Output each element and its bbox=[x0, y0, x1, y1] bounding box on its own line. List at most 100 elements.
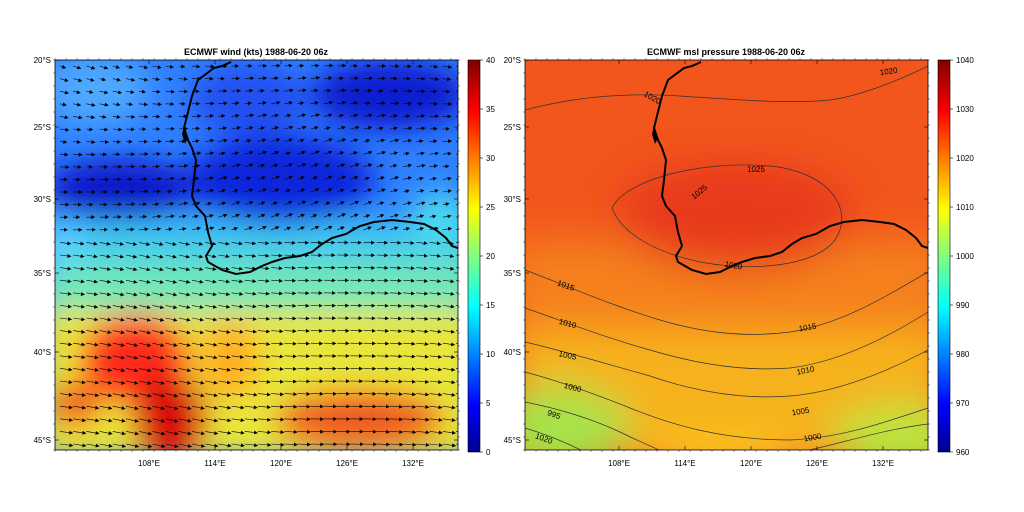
wind-arrow bbox=[416, 64, 424, 69]
wind-arrow bbox=[323, 138, 333, 142]
wind-arrow bbox=[429, 126, 438, 131]
wind-arrow bbox=[218, 151, 226, 156]
wind-arrow bbox=[178, 393, 192, 398]
wind-arrow bbox=[376, 404, 390, 409]
wind-arrow bbox=[152, 267, 164, 272]
wind-arrow bbox=[376, 176, 385, 181]
wind-arrow bbox=[376, 126, 384, 131]
wind-arrow bbox=[152, 418, 166, 423]
wind-arrow bbox=[442, 380, 456, 385]
wind-arrow bbox=[99, 65, 109, 70]
wind-arrow bbox=[363, 200, 373, 205]
wind-arrow bbox=[73, 317, 86, 322]
wind-arrow bbox=[271, 291, 284, 296]
wind-arrow bbox=[59, 417, 74, 422]
wind-arrow bbox=[165, 342, 178, 347]
wind-arrow bbox=[59, 317, 73, 322]
wind-arrow bbox=[99, 267, 112, 271]
wind-arrow bbox=[284, 125, 294, 130]
wind-arrow bbox=[205, 176, 214, 181]
wind-arrow bbox=[284, 341, 297, 346]
wind-arrow bbox=[231, 189, 239, 193]
wind-arrow bbox=[165, 151, 173, 156]
wind-arrow bbox=[139, 405, 152, 411]
wind-arrow bbox=[350, 151, 358, 156]
wind-arrow bbox=[165, 330, 178, 335]
wind-arrow bbox=[165, 227, 173, 232]
wind-arrow bbox=[59, 354, 73, 359]
wind-arrow bbox=[284, 366, 298, 371]
wind-arrow bbox=[403, 240, 415, 245]
wind-arrow bbox=[165, 418, 179, 423]
wind-arrow bbox=[297, 163, 307, 168]
lon-tick-label: 120°E bbox=[270, 459, 292, 468]
wind-arrow bbox=[165, 305, 178, 310]
wind-arrow bbox=[323, 100, 334, 105]
wind-arrow bbox=[73, 241, 85, 246]
wind-arrow bbox=[455, 178, 458, 180]
wind-arrow bbox=[416, 176, 424, 181]
wind-arrow bbox=[112, 443, 126, 448]
wind-arrow bbox=[363, 163, 373, 168]
wind-arrow bbox=[86, 241, 98, 246]
wind-arrow bbox=[218, 317, 231, 322]
isobar-label: 1000 bbox=[803, 431, 823, 443]
wind-arrow bbox=[337, 188, 345, 193]
wind-arrow bbox=[310, 113, 321, 118]
wind-arrow bbox=[73, 102, 82, 107]
wind-arrow bbox=[178, 254, 191, 259]
wind-arrow bbox=[350, 163, 360, 168]
wind-arrow bbox=[178, 317, 191, 322]
wind-arrow bbox=[191, 114, 202, 119]
wind-arrow bbox=[139, 65, 149, 70]
wind-arrow bbox=[350, 125, 360, 130]
wind-arrow bbox=[429, 189, 439, 193]
wind-arrow bbox=[271, 188, 280, 193]
wind-arrow bbox=[99, 77, 107, 82]
wind-arrow bbox=[73, 152, 83, 157]
wind-arrow bbox=[231, 241, 243, 246]
wind-arrow bbox=[284, 429, 298, 434]
wind-arrow bbox=[310, 200, 319, 205]
wind-arrow bbox=[152, 305, 165, 310]
wind-arrow bbox=[416, 379, 430, 384]
wind-arrow bbox=[389, 138, 400, 143]
wind-arrow bbox=[99, 368, 113, 372]
wind-arrow bbox=[231, 329, 244, 334]
pressure-colorbar-ticks: 960 970 980 990 1000 1010 1020 1030 1040 bbox=[950, 56, 974, 457]
wind-arrow bbox=[442, 202, 450, 207]
wind-arrow bbox=[271, 253, 283, 258]
wind-arrow bbox=[231, 430, 245, 435]
wind-vectors bbox=[59, 63, 458, 449]
wind-arrow bbox=[139, 317, 152, 322]
wind-arrow bbox=[205, 292, 217, 297]
wind-arrow bbox=[389, 354, 403, 359]
wind-arrow bbox=[112, 241, 124, 246]
wind-arrow bbox=[165, 292, 178, 297]
wind-arrow bbox=[231, 266, 244, 271]
lat-tick-label: 35°S bbox=[34, 269, 51, 278]
wind-arrow bbox=[442, 354, 456, 359]
wind-arrow bbox=[165, 77, 173, 82]
wind-arrow bbox=[86, 140, 96, 145]
lon-tick-label: 132°E bbox=[402, 459, 424, 468]
wind-arrow bbox=[165, 176, 175, 181]
wind-arrow bbox=[442, 392, 456, 397]
wind-arrow bbox=[152, 189, 162, 194]
wind-arrow bbox=[323, 63, 334, 68]
wind-arrow bbox=[191, 292, 204, 297]
wind-arrow bbox=[178, 418, 192, 423]
wind-arrow bbox=[297, 404, 311, 409]
wind-arrow bbox=[73, 380, 86, 385]
wind-arrow bbox=[152, 176, 162, 181]
wind-arrow bbox=[310, 63, 320, 68]
wind-arrow bbox=[165, 355, 178, 360]
wind-arrow bbox=[416, 241, 428, 246]
colorbar-tick-label: 1040 bbox=[956, 56, 974, 65]
wind-arrow bbox=[218, 201, 227, 206]
wind-arrow bbox=[218, 292, 231, 297]
wind-arrow bbox=[323, 213, 333, 218]
wind-arrow bbox=[191, 64, 201, 69]
wind-arrow bbox=[389, 291, 402, 296]
wind-arrow bbox=[429, 253, 442, 258]
